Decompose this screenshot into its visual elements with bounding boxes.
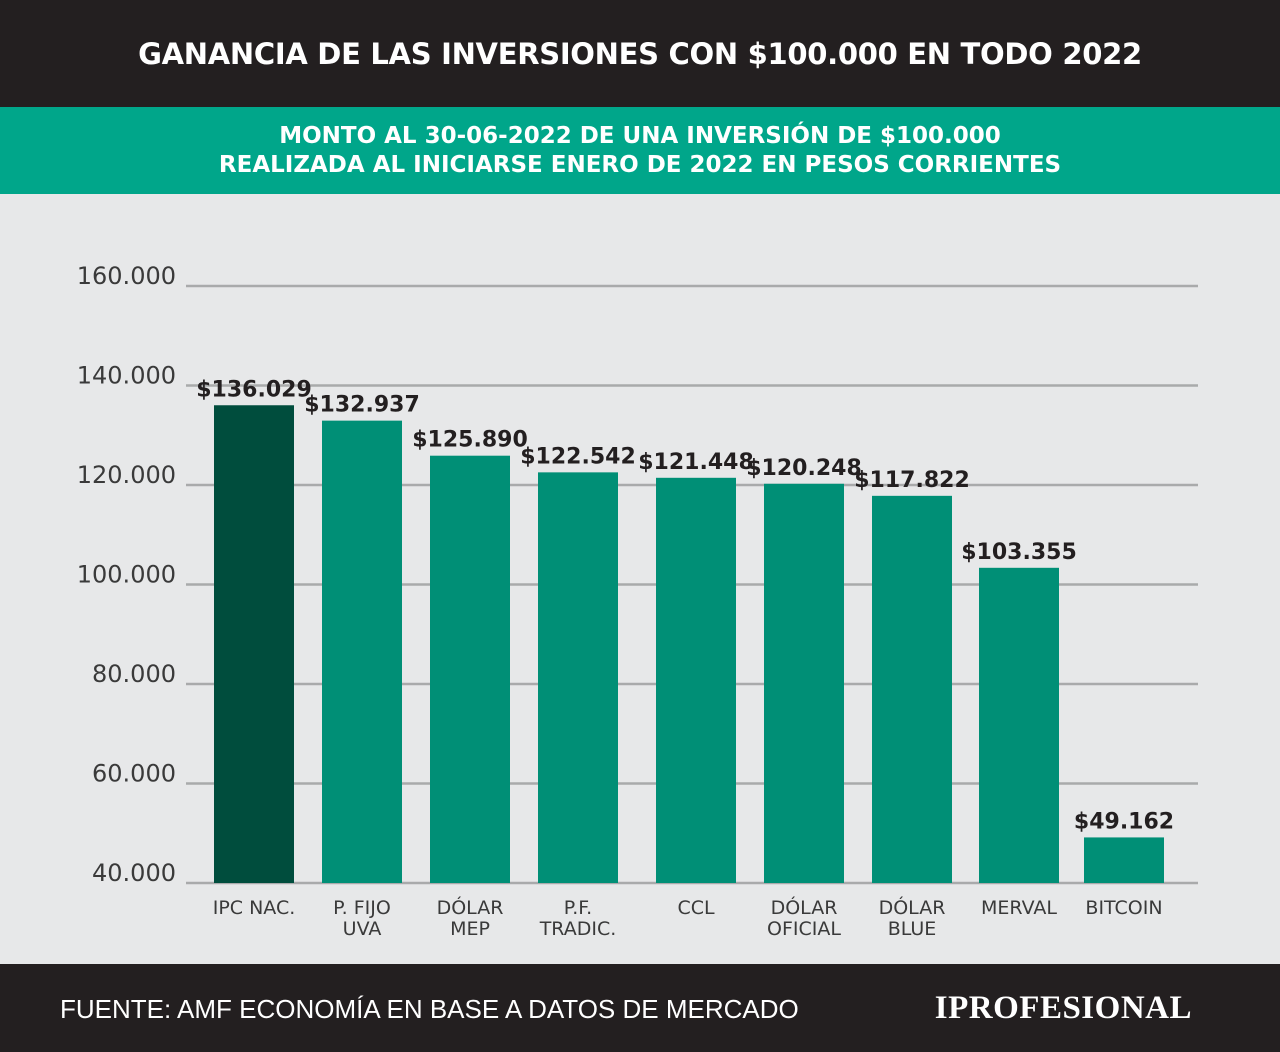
chart-subtitle-line-2: REALIZADA AL INICIARSE ENERO DE 2022 EN … [218, 151, 1062, 178]
chart-subtitle-band: MONTO AL 30-06-2022 DE UNA INVERSIÓN DE … [0, 107, 1280, 194]
iprofesional-logo: IPROFESIONAL [934, 990, 1192, 1026]
x-tick-label: BITCOIN [1085, 897, 1162, 919]
y-tick-label: 80.000 [92, 660, 176, 688]
x-tick-label: MEP [450, 918, 490, 940]
data-label: $103.355 [961, 540, 1077, 565]
data-label: $122.542 [520, 444, 636, 469]
y-tick-label: 60.000 [92, 760, 176, 788]
x-tick-label: TRADIC. [539, 918, 617, 940]
x-tick-label: MERVAL [981, 897, 1057, 919]
data-label: $136.029 [196, 377, 312, 402]
bar [764, 483, 844, 883]
data-label: $125.890 [412, 428, 528, 453]
chart-footer: FUENTE: AMF ECONOMÍA EN BASE A DATOS DE … [0, 964, 1280, 1052]
data-label: $120.248 [746, 456, 862, 481]
x-tick-label: OFICIAL [767, 918, 841, 940]
data-label: $117.822 [854, 468, 970, 493]
y-tick-label: 40.000 [92, 859, 176, 887]
x-tick-label: DÓLAR [437, 895, 504, 919]
x-tick-label: CCL [677, 897, 715, 919]
chart-header: GANANCIA DE LAS INVERSIONES CON $100.000… [0, 0, 1280, 107]
bar [979, 567, 1059, 883]
x-tick-label: P. FIJO [333, 897, 391, 919]
chart-title: GANANCIA DE LAS INVERSIONES CON $100.000… [138, 36, 1142, 71]
bar-chart: 40.000 60.000 80.000 100.000 120.000 140.000 1… [0, 194, 1280, 964]
bar-chart-svg: 40.000 60.000 80.000 100.000 120.000 140.000 1… [77, 262, 1198, 940]
y-tick-label: 160.000 [77, 262, 176, 290]
x-tick-label: IPC NAC. [213, 897, 296, 919]
bar [538, 472, 618, 883]
data-label: $121.448 [638, 450, 754, 475]
y-tick-label: 120.000 [77, 461, 176, 489]
x-tick-label: P.F. [564, 897, 592, 919]
bar [430, 455, 510, 883]
bar [322, 420, 402, 883]
bar [214, 405, 294, 883]
x-tick-label: DÓLAR [879, 895, 946, 919]
bar [656, 477, 736, 883]
bar [872, 495, 952, 883]
chart-subtitle-line-1: MONTO AL 30-06-2022 DE UNA INVERSIÓN DE … [279, 122, 1001, 149]
bar [1084, 837, 1164, 883]
x-tick-label: BLUE [888, 918, 937, 940]
x-tick-label: UVA [343, 918, 382, 940]
y-tick-label: 140.000 [77, 362, 176, 390]
data-label: $132.937 [304, 393, 420, 418]
y-tick-label: 100.000 [77, 561, 176, 589]
data-label: $49.162 [1074, 809, 1174, 834]
x-tick-label: DÓLAR [771, 895, 838, 919]
source-note: FUENTE: AMF ECONOMÍA EN BASE A DATOS DE … [60, 994, 799, 1024]
